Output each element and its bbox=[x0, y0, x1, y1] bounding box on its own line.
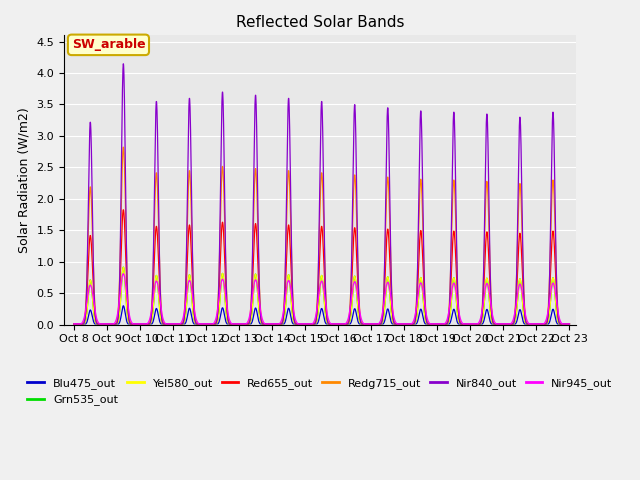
Yel580_out bbox=[127, 321, 134, 327]
Grn535_out bbox=[120, 264, 127, 270]
Red655_out bbox=[566, 321, 573, 327]
Grn535_out bbox=[282, 304, 289, 310]
Redg715_out bbox=[502, 321, 510, 327]
Red655_out bbox=[260, 321, 268, 327]
Yel580_out bbox=[156, 309, 164, 315]
Blu475_out bbox=[502, 321, 510, 327]
Yel580_out bbox=[120, 264, 127, 270]
Yel580_out bbox=[70, 321, 77, 327]
Blu475_out bbox=[70, 321, 77, 327]
Blu475_out bbox=[566, 321, 573, 327]
Grn535_out bbox=[260, 321, 268, 327]
Yel580_out bbox=[502, 321, 510, 327]
Nir840_out bbox=[120, 61, 127, 67]
Line: Nir840_out: Nir840_out bbox=[74, 64, 570, 324]
Grn535_out bbox=[556, 321, 564, 327]
Blu475_out bbox=[156, 319, 164, 325]
Yel580_out bbox=[566, 321, 573, 327]
Nir840_out bbox=[502, 321, 510, 327]
Grn535_out bbox=[156, 309, 164, 315]
Redg715_out bbox=[127, 320, 134, 326]
Redg715_out bbox=[120, 144, 127, 150]
Nir945_out bbox=[156, 298, 164, 303]
Nir840_out bbox=[556, 321, 564, 327]
Nir840_out bbox=[260, 321, 268, 327]
Redg715_out bbox=[282, 258, 289, 264]
Line: Red655_out: Red655_out bbox=[74, 210, 570, 324]
Nir840_out bbox=[566, 321, 573, 327]
Blu475_out bbox=[260, 321, 268, 327]
Grn535_out bbox=[70, 321, 77, 327]
Blu475_out bbox=[127, 321, 134, 327]
Nir945_out bbox=[127, 317, 134, 323]
Redg715_out bbox=[556, 320, 564, 326]
Yel580_out bbox=[282, 304, 289, 310]
Text: SW_arable: SW_arable bbox=[72, 38, 145, 51]
Grn535_out bbox=[566, 321, 573, 327]
Nir945_out bbox=[502, 321, 510, 327]
Nir945_out bbox=[566, 321, 573, 327]
Grn535_out bbox=[502, 321, 510, 327]
Line: Redg715_out: Redg715_out bbox=[74, 147, 570, 324]
Red655_out bbox=[502, 321, 510, 327]
Blu475_out bbox=[282, 318, 289, 324]
Line: Grn535_out: Grn535_out bbox=[74, 267, 570, 324]
Nir945_out bbox=[556, 317, 564, 323]
Y-axis label: Solar Radiation (W/m2): Solar Radiation (W/m2) bbox=[18, 107, 31, 253]
Nir945_out bbox=[282, 293, 289, 299]
Title: Reflected Solar Bands: Reflected Solar Bands bbox=[236, 15, 404, 30]
Nir945_out bbox=[70, 321, 77, 327]
Red655_out bbox=[120, 207, 127, 213]
Nir945_out bbox=[120, 271, 127, 276]
Redg715_out bbox=[156, 276, 164, 281]
Nir840_out bbox=[127, 321, 134, 327]
Blu475_out bbox=[120, 303, 127, 309]
Redg715_out bbox=[260, 321, 268, 327]
Legend: Blu475_out, Grn535_out, Yel580_out, Red655_out, Redg715_out, Nir840_out, Nir945_: Blu475_out, Grn535_out, Yel580_out, Red6… bbox=[23, 373, 617, 410]
Yel580_out bbox=[556, 321, 564, 327]
Redg715_out bbox=[70, 321, 77, 327]
Red655_out bbox=[127, 321, 134, 326]
Nir840_out bbox=[282, 253, 289, 259]
Red655_out bbox=[70, 321, 77, 327]
Redg715_out bbox=[566, 321, 573, 327]
Grn535_out bbox=[127, 321, 134, 327]
Nir840_out bbox=[156, 277, 164, 283]
Yel580_out bbox=[260, 321, 268, 327]
Red655_out bbox=[282, 280, 289, 286]
Red655_out bbox=[556, 321, 564, 326]
Nir945_out bbox=[260, 320, 268, 326]
Nir840_out bbox=[70, 321, 77, 327]
Red655_out bbox=[156, 292, 164, 298]
Blu475_out bbox=[556, 321, 564, 327]
Line: Blu475_out: Blu475_out bbox=[74, 306, 570, 324]
Line: Nir945_out: Nir945_out bbox=[74, 274, 570, 324]
Line: Yel580_out: Yel580_out bbox=[74, 267, 570, 324]
